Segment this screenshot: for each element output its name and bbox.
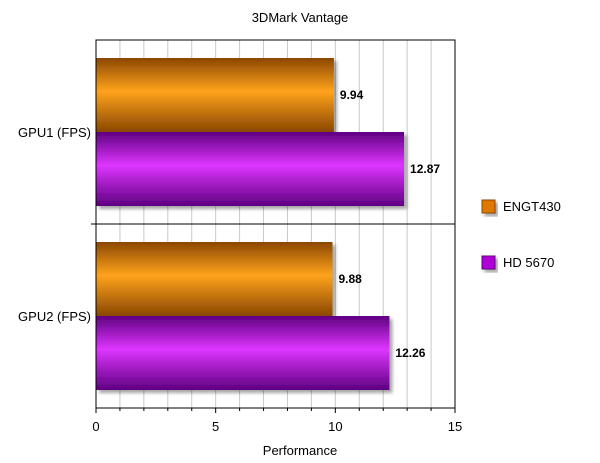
bar-hd-5670-2 bbox=[96, 316, 390, 390]
data-label: 9.94 bbox=[340, 88, 364, 102]
legend-swatch bbox=[481, 255, 496, 270]
bar-hd-5670-1 bbox=[96, 132, 405, 206]
data-label: 9.88 bbox=[338, 272, 362, 286]
x-tick-label: 0 bbox=[92, 419, 99, 434]
bar-engt430-2 bbox=[96, 242, 333, 316]
legend-label: HD 5670 bbox=[503, 255, 554, 270]
bars bbox=[96, 58, 405, 390]
legend-swatch bbox=[481, 199, 496, 214]
chart-title: 3DMark Vantage bbox=[252, 10, 349, 25]
category-label: GPU2 (FPS) bbox=[18, 309, 91, 324]
legend-label: ENGT430 bbox=[503, 199, 561, 214]
data-label: 12.26 bbox=[395, 346, 425, 360]
labels: 9.94 12.87 GPU1 (FPS) 9.88 12.26 GPU2 (FPS) bbox=[18, 88, 440, 360]
x-axis-label: Performance bbox=[263, 443, 337, 458]
bar-engt430-1 bbox=[96, 58, 334, 132]
x-tick-label: 5 bbox=[212, 419, 219, 434]
legend: ENGT430 HD 5670 bbox=[481, 199, 561, 270]
data-label: 12.87 bbox=[410, 162, 440, 176]
axes: 0 5 10 15 bbox=[91, 39, 462, 434]
x-tick-label: 10 bbox=[328, 419, 342, 434]
category-label: GPU1 (FPS) bbox=[18, 125, 91, 140]
x-tick-label: 15 bbox=[448, 419, 462, 434]
